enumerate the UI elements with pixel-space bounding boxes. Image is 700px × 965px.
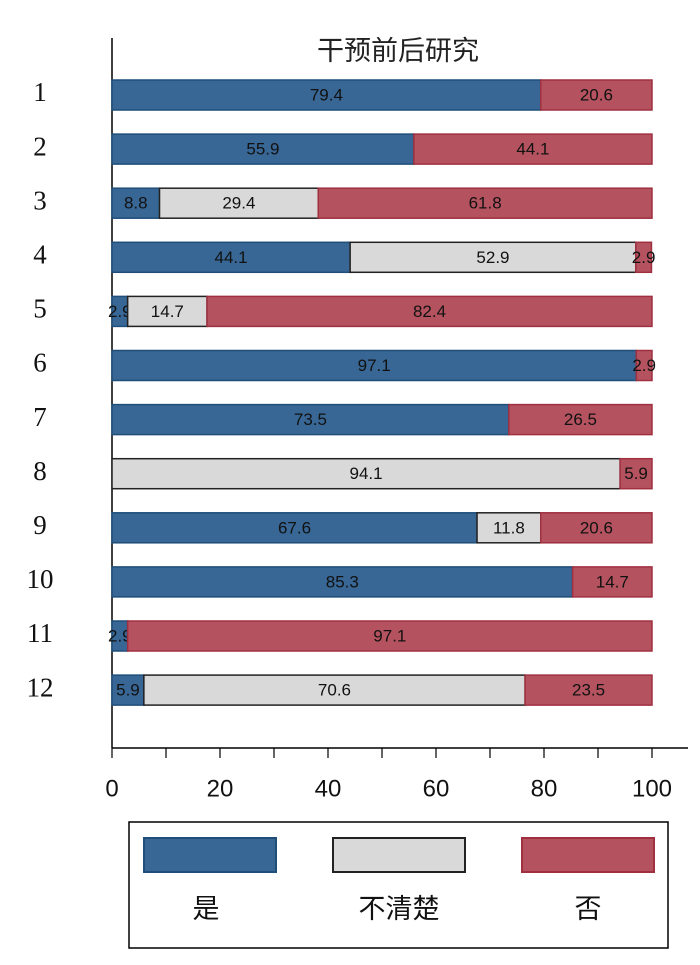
data-label: 14.7 — [151, 302, 184, 321]
x-tick-label: 20 — [207, 775, 234, 802]
legend-box — [128, 821, 669, 949]
bar-segment — [524, 674, 653, 706]
y-tick-label: 7 — [33, 402, 47, 432]
data-label: 8.8 — [124, 194, 148, 213]
bar-segment — [476, 512, 542, 544]
data-label: 29.4 — [222, 194, 255, 213]
data-label: 85.3 — [326, 572, 359, 591]
data-label: 20.6 — [580, 85, 613, 104]
y-tick-label: 5 — [33, 294, 47, 324]
data-label: 23.5 — [572, 681, 605, 700]
data-label: 11.8 — [493, 518, 525, 537]
bar-segment — [158, 187, 320, 219]
x-tick-label: 40 — [315, 775, 342, 802]
data-label: 2.9 — [108, 302, 132, 321]
bar-segment — [635, 241, 653, 274]
chart-title: 干预前后研究 — [317, 36, 479, 66]
bar-segment — [111, 133, 415, 165]
data-label: 44.1 — [516, 140, 549, 159]
y-tick-label: 2 — [33, 131, 47, 161]
data-label: 82.4 — [413, 302, 446, 321]
data-label: 94.1 — [350, 464, 383, 483]
data-label: 61.8 — [469, 194, 502, 213]
data-label: 97.1 — [358, 356, 391, 375]
y-tick-label: 10 — [27, 564, 54, 594]
bar-segment — [143, 674, 526, 706]
y-tick-label: 12 — [27, 672, 54, 702]
bar-segment — [206, 295, 653, 328]
x-tick-label: 100 — [632, 775, 672, 802]
bar-segment — [111, 457, 621, 490]
data-label: 52.9 — [476, 248, 509, 267]
data-label: 2.9 — [632, 248, 656, 267]
y-tick-label: 11 — [27, 618, 53, 648]
y-tick-label: 6 — [33, 348, 47, 378]
bar-segment — [571, 566, 653, 598]
y-tick-label: 4 — [33, 240, 47, 270]
data-label: 97.1 — [373, 626, 406, 645]
data-label: 14.7 — [596, 572, 629, 591]
data-label: 70.6 — [318, 681, 351, 700]
data-label: 73.5 — [294, 410, 327, 429]
bar-segment — [111, 403, 510, 436]
bar-segment — [540, 512, 653, 544]
data-label: 20.6 — [580, 518, 613, 537]
data-label: 5.9 — [624, 464, 648, 483]
x-tick-label: 60 — [423, 775, 450, 802]
y-tick-label: 3 — [33, 185, 47, 215]
y-tick-label: 1 — [33, 77, 47, 107]
data-label: 5.9 — [116, 681, 140, 700]
bar-segment — [413, 133, 653, 165]
data-label: 2.9 — [632, 356, 656, 375]
legend-label: 不清楚 — [359, 894, 440, 924]
bar-segment — [111, 241, 351, 274]
x-tick-label: 0 — [105, 775, 118, 802]
bar-segment — [126, 620, 653, 652]
bar-segment — [111, 349, 638, 382]
bar-segment — [111, 187, 161, 219]
data-label: 44.1 — [215, 248, 248, 267]
data-label: 2.9 — [108, 626, 132, 645]
x-tick-label: 80 — [531, 775, 558, 802]
data-label: 26.5 — [564, 410, 597, 429]
legend-label: 否 — [575, 894, 602, 924]
bar-segment — [126, 295, 208, 328]
y-tick-label: 8 — [33, 456, 47, 486]
legend-label: 是 — [193, 894, 220, 924]
bar-segment — [317, 187, 653, 219]
bar-segment — [635, 349, 653, 382]
bar-segment — [111, 79, 542, 111]
data-label: 55.9 — [246, 140, 279, 159]
legend-swatch — [332, 837, 466, 873]
bar-segment — [540, 79, 653, 111]
bar-segment — [111, 512, 478, 544]
bar-segment — [619, 457, 653, 490]
bar-segment — [508, 403, 653, 436]
legend-swatch — [143, 837, 277, 873]
bar-segment — [349, 241, 637, 274]
data-label: 67.6 — [278, 518, 311, 537]
y-tick-label: 9 — [33, 510, 47, 540]
legend-swatch — [521, 837, 655, 873]
data-label: 79.4 — [310, 85, 343, 104]
